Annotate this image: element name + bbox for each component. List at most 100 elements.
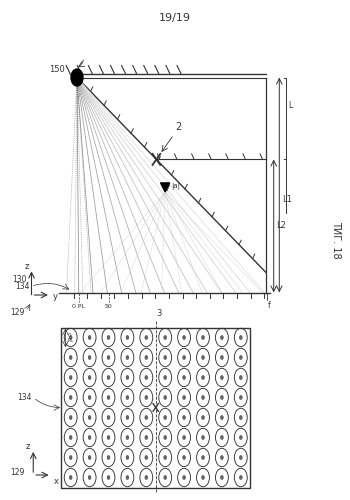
Circle shape (126, 416, 129, 420)
Circle shape (220, 396, 223, 400)
Circle shape (220, 376, 223, 380)
Circle shape (202, 356, 204, 360)
Text: 0
PL: 0 PL (68, 332, 74, 344)
Circle shape (107, 456, 110, 460)
Circle shape (69, 336, 72, 340)
Circle shape (202, 476, 204, 480)
Circle shape (183, 376, 186, 380)
Circle shape (107, 476, 110, 480)
Circle shape (88, 376, 91, 380)
Text: z: z (26, 442, 30, 451)
Circle shape (88, 336, 91, 340)
Text: L: L (288, 102, 292, 110)
Circle shape (145, 376, 148, 380)
Circle shape (107, 336, 110, 340)
Circle shape (220, 336, 223, 340)
Circle shape (145, 396, 148, 400)
Text: 134: 134 (15, 282, 30, 291)
Circle shape (88, 396, 91, 400)
Circle shape (183, 436, 186, 440)
Circle shape (126, 396, 129, 400)
Circle shape (220, 356, 223, 360)
Circle shape (126, 476, 129, 480)
Circle shape (164, 336, 167, 340)
Circle shape (202, 416, 204, 420)
Circle shape (239, 356, 242, 360)
Circle shape (239, 396, 242, 400)
Circle shape (69, 456, 72, 460)
Bar (61, 328, 250, 488)
Text: z: z (24, 262, 29, 271)
Circle shape (71, 69, 83, 86)
Circle shape (88, 456, 91, 460)
Circle shape (126, 356, 129, 360)
Circle shape (202, 376, 204, 380)
Circle shape (69, 436, 72, 440)
Circle shape (183, 476, 186, 480)
Text: 129: 129 (10, 468, 25, 477)
Circle shape (107, 416, 110, 420)
Circle shape (88, 416, 91, 420)
Text: f: f (268, 302, 271, 310)
Circle shape (145, 336, 148, 340)
Circle shape (107, 356, 110, 360)
Text: x: x (54, 478, 59, 486)
Circle shape (145, 356, 148, 360)
Circle shape (164, 356, 167, 360)
Circle shape (202, 456, 204, 460)
Circle shape (126, 336, 129, 340)
Circle shape (126, 376, 129, 380)
Circle shape (164, 476, 167, 480)
Circle shape (183, 336, 186, 340)
Circle shape (202, 336, 204, 340)
Circle shape (107, 436, 110, 440)
Circle shape (183, 456, 186, 460)
Text: 150: 150 (49, 66, 65, 74)
Circle shape (183, 416, 186, 420)
Circle shape (126, 456, 129, 460)
Circle shape (202, 396, 204, 400)
Circle shape (239, 456, 242, 460)
Circle shape (220, 476, 223, 480)
Circle shape (164, 416, 167, 420)
Text: 2: 2 (176, 122, 182, 132)
Circle shape (107, 396, 110, 400)
Circle shape (220, 456, 223, 460)
Circle shape (145, 436, 148, 440)
Circle shape (126, 436, 129, 440)
Circle shape (69, 476, 72, 480)
Circle shape (239, 436, 242, 440)
Text: L2: L2 (276, 222, 286, 230)
Circle shape (88, 476, 91, 480)
Circle shape (202, 436, 204, 440)
Circle shape (164, 396, 167, 400)
Circle shape (239, 336, 242, 340)
Circle shape (239, 476, 242, 480)
Text: ΤИГ. 18: ΤИГ. 18 (331, 221, 341, 259)
Text: 0 PL: 0 PL (72, 304, 85, 308)
Circle shape (164, 376, 167, 380)
Circle shape (69, 416, 72, 420)
Text: 19/19: 19/19 (159, 12, 191, 22)
Circle shape (145, 456, 148, 460)
Circle shape (183, 356, 186, 360)
Circle shape (220, 416, 223, 420)
Circle shape (69, 376, 72, 380)
Text: y: y (53, 292, 58, 301)
Text: |a|: |a| (172, 184, 181, 190)
Text: 3: 3 (156, 310, 162, 318)
Circle shape (239, 416, 242, 420)
Text: 129: 129 (10, 308, 25, 317)
Circle shape (107, 376, 110, 380)
Circle shape (88, 356, 91, 360)
Circle shape (164, 436, 167, 440)
Circle shape (69, 356, 72, 360)
Circle shape (183, 396, 186, 400)
Text: 134: 134 (17, 393, 32, 402)
Text: 50: 50 (105, 304, 112, 308)
Circle shape (145, 416, 148, 420)
Circle shape (69, 396, 72, 400)
Text: 130: 130 (12, 276, 26, 284)
Circle shape (164, 456, 167, 460)
Circle shape (220, 436, 223, 440)
